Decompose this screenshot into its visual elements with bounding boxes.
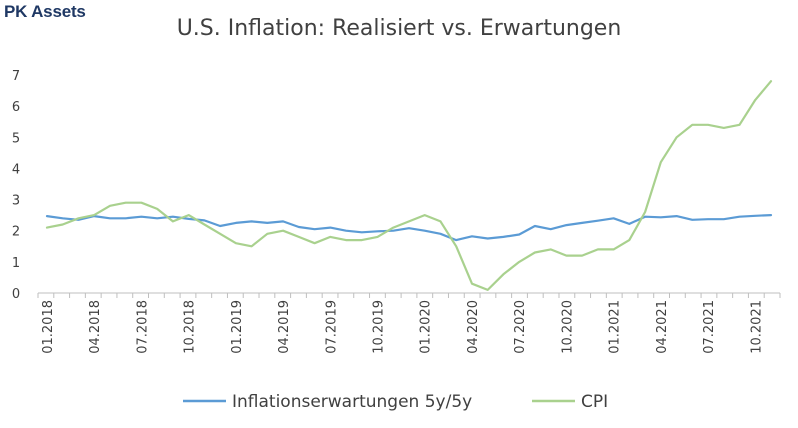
x-tick-label: 04.2021 (655, 300, 670, 354)
series-lines (45, 80, 773, 291)
x-tick-label: 07.2018 (135, 300, 150, 354)
y-tick-label: 7 (12, 69, 20, 84)
y-tick-label: 0 (12, 287, 20, 302)
x-tick-label: 01.2021 (608, 300, 623, 354)
y-tick-label: 6 (12, 100, 20, 115)
y-tick-label: 1 (12, 256, 20, 271)
x-tick-label: 01.2019 (230, 300, 245, 354)
x-tick-label: 10.2019 (372, 300, 387, 354)
x-tick-label: 10.2020 (560, 300, 575, 354)
x-axis-ticks: 01.2018 04.2018 07.2018 10.2018 01.2019 04.20… (37, 293, 781, 354)
legend-label: Inflationserwartungen 5y/5y (232, 392, 472, 412)
y-tick-label: 4 (12, 162, 20, 177)
chart-title: U.S. Inflation: Realisiert vs. Erwartung… (176, 16, 622, 41)
x-tick-label: 10.2021 (749, 300, 764, 354)
x-tick-label: 04.2019 (277, 300, 292, 354)
series-line-cpi (45, 80, 773, 291)
y-tick-label: 3 (12, 194, 20, 209)
x-tick-label: 07.2020 (513, 300, 528, 354)
x-tick-label: 07.2019 (324, 300, 339, 354)
legend: Inflationserwartungen 5y/5y CPI (183, 392, 608, 412)
x-tick-label: 07.2021 (702, 300, 717, 354)
x-tick-label: 04.2020 (466, 300, 481, 354)
brand-logo: PK Assets (4, 2, 86, 21)
x-tick-label: 10.2018 (183, 300, 198, 354)
legend-label: CPI (581, 392, 608, 412)
x-tick-label: 01.2018 (41, 300, 56, 354)
y-tick-label: 2 (12, 225, 20, 240)
x-tick-label: 04.2018 (88, 300, 103, 354)
series-line-inflationserwartungen (45, 214, 773, 242)
y-tick-label: 5 (12, 131, 20, 146)
x-tick-label: 01.2020 (419, 300, 434, 354)
y-axis-ticks: 0 1 2 3 4 5 6 7 (12, 69, 20, 302)
